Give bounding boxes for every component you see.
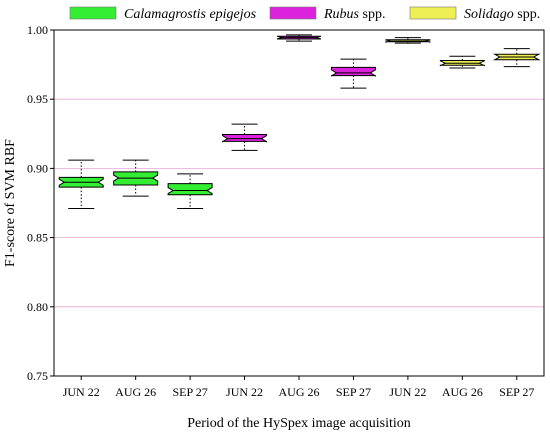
legend-swatch: [269, 6, 317, 20]
box-1-sep-27: [167, 173, 213, 210]
boxes-layer: [58, 34, 541, 210]
box-2-aug-26: [276, 34, 322, 42]
box-3-sep-27: [492, 48, 541, 68]
legend: Calamagrostis epigejos Rubus spp. Solidago…: [69, 6, 540, 22]
legend-label-suffix: spp.: [359, 7, 385, 22]
box-2-sep-27: [330, 58, 376, 89]
legend-item-2: Rubus spp.: [269, 6, 385, 22]
x-tick-label: AUG 26: [115, 385, 156, 399]
x-tick-label: JUN 22: [63, 385, 100, 399]
x-tick-label: AUG 26: [442, 385, 483, 399]
y-axis-title: F1-score of SVM RBF: [3, 139, 18, 267]
legend-label: Rubus spp.: [323, 7, 385, 22]
y-tick-label: 1.00: [27, 23, 48, 37]
x-axis: JUN 22 AUG 26 SEP 27 JUN 22 AUG 26 SEP 27 JUN …: [63, 376, 534, 399]
box-body: [222, 133, 268, 143]
x-tick-label: AUG 26: [279, 385, 320, 399]
legend-label-suffix: spp.: [514, 7, 540, 22]
box-body: [330, 66, 376, 77]
y-axis: 0.75 0.80 0.85 0.90 0.95 1.00: [27, 23, 54, 383]
y-tick-label: 0.75: [27, 369, 48, 383]
x-axis-title: Period of the HySpex image acquisition: [187, 416, 411, 431]
x-tick-label: SEP 27: [499, 385, 534, 399]
box-3-jun-22: [385, 37, 431, 44]
x-tick-label: SEP 27: [336, 385, 371, 399]
legend-label-italic: Rubus: [323, 7, 360, 22]
y-tick-label: 0.95: [27, 92, 48, 106]
x-tick-label: SEP 27: [172, 385, 207, 399]
gridlines: [54, 98, 544, 308]
y-tick-label: 0.90: [27, 161, 48, 175]
legend-swatch: [69, 6, 117, 20]
legend-label: Calamagrostis epigejos: [124, 7, 257, 22]
plot-area-frame: [53, 29, 545, 377]
box-body: [167, 183, 213, 196]
box-2-jun-22: [222, 123, 268, 151]
x-tick-label: JUN 22: [226, 385, 263, 399]
box-3-aug-26: [439, 55, 485, 69]
legend-label-italic: Solidago: [464, 7, 514, 22]
y-tick-label: 0.80: [27, 300, 48, 314]
box-1-jun-22: [58, 159, 104, 210]
x-tick-label: JUN 22: [389, 385, 426, 399]
legend-swatch: [409, 6, 457, 20]
legend-item-1: Calamagrostis epigejos: [69, 6, 257, 22]
y-tick-label: 0.85: [27, 231, 48, 245]
legend-label: Solidago spp.: [464, 7, 540, 22]
box-1-aug-26: [113, 159, 159, 197]
legend-item-3: Solidago spp.: [409, 6, 540, 22]
legend-label-italic: Calamagrostis epigejos: [124, 7, 257, 22]
